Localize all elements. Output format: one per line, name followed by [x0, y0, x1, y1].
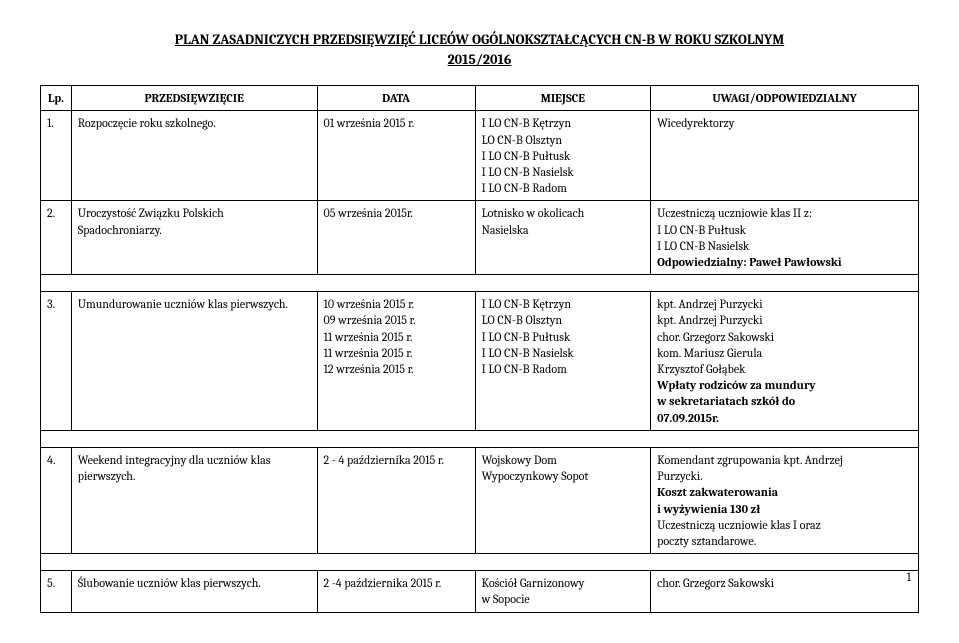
spacer-cell	[651, 554, 919, 571]
page-number: 1	[907, 570, 911, 584]
title-line-1: PLAN ZASADNICZYCH PRZEDSIĘWZIĘĆ LICEÓW O…	[175, 31, 784, 48]
table-body: 1.Rozpoczęcie roku szkolnego.01 września…	[41, 111, 919, 612]
cell-data: 2 -4 października 2015 r.	[317, 571, 475, 612]
cell-lp: 2.	[41, 201, 72, 275]
cell-lp: 1.	[41, 111, 72, 201]
cell-miejsce: I LO CN-B KętrzynLO CN-B OlsztynI LO CN-…	[475, 292, 651, 431]
cell-miejsce: I LO CN-B KętrzynLO CN-B OlsztynI LO CN-…	[475, 111, 651, 201]
col-data: DATA	[317, 86, 475, 111]
cell-uwagi: kpt. Andrzej Purzyckikpt. Andrzej Purzyc…	[651, 292, 919, 431]
table-spacer-row	[41, 275, 919, 292]
cell-miejsce: Kościół Garnizonowyw Sopocie	[475, 571, 651, 612]
spacer-cell	[71, 275, 317, 292]
cell-przedsiewziecie: Umundurowanie uczniów klas pierwszych.	[71, 292, 317, 431]
spacer-cell	[475, 430, 651, 447]
spacer-cell	[475, 554, 651, 571]
cell-przedsiewziecie: Rozpoczęcie roku szkolnego.	[71, 111, 317, 201]
spacer-cell	[317, 430, 475, 447]
cell-data: 05 września 2015r.	[317, 201, 475, 275]
spacer-cell	[41, 275, 72, 292]
table-row: 1.Rozpoczęcie roku szkolnego.01 września…	[41, 111, 919, 201]
table-row: 3.Umundurowanie uczniów klas pierwszych.…	[41, 292, 919, 431]
table-row: 4.Weekend integracyjny dla uczniów klasp…	[41, 447, 919, 553]
cell-uwagi: Komendant zgrupowania kpt. AndrzejPurzyc…	[651, 447, 919, 553]
cell-lp: 3.	[41, 292, 72, 431]
table-row: 2.Uroczystość Związku Polskich Spadochro…	[41, 201, 919, 275]
spacer-cell	[71, 554, 317, 571]
col-miejsce: MIEJSCE	[475, 86, 651, 111]
col-przed: PRZEDSIĘWZIĘCIE	[71, 86, 317, 111]
col-lp: Lp.	[41, 86, 72, 111]
table-spacer-row	[41, 430, 919, 447]
cell-uwagi: Wicedyrektorzy	[651, 111, 919, 201]
spacer-cell	[71, 430, 317, 447]
cell-data: 10 września 2015 r.09 września 2015 r.11…	[317, 292, 475, 431]
page-title: PLAN ZASADNICZYCH PRZEDSIĘWZIĘĆ LICEÓW O…	[40, 30, 919, 69]
cell-lp: 4.	[41, 447, 72, 553]
cell-uwagi: chor. Grzegorz Sakowski	[651, 571, 919, 612]
spacer-cell	[651, 275, 919, 292]
spacer-cell	[41, 430, 72, 447]
col-uwagi: UWAGI/ODPOWIEDZIALNY	[651, 86, 919, 111]
cell-miejsce: Wojskowy DomWypoczynkowy Sopot	[475, 447, 651, 553]
table-spacer-row	[41, 554, 919, 571]
spacer-cell	[317, 275, 475, 292]
cell-data: 01 września 2015 r.	[317, 111, 475, 201]
cell-lp: 5.	[41, 571, 72, 612]
spacer-cell	[317, 554, 475, 571]
cell-przedsiewziecie: Weekend integracyjny dla uczniów klaspie…	[71, 447, 317, 553]
table-row: 5.Ślubowanie uczniów klas pierwszych.2 -…	[41, 571, 919, 612]
cell-przedsiewziecie: Uroczystość Związku Polskich Spadochroni…	[71, 201, 317, 275]
table-header-row: Lp. PRZEDSIĘWZIĘCIE DATA MIEJSCE UWAGI/O…	[41, 86, 919, 111]
plan-table: Lp. PRZEDSIĘWZIĘCIE DATA MIEJSCE UWAGI/O…	[40, 85, 919, 612]
cell-miejsce: Lotnisko w okolicachNasielska	[475, 201, 651, 275]
spacer-cell	[651, 430, 919, 447]
cell-uwagi: Uczestniczą uczniowie klas II z:I LO CN-…	[651, 201, 919, 275]
spacer-cell	[41, 554, 72, 571]
cell-data: 2 - 4 października 2015 r.	[317, 447, 475, 553]
spacer-cell	[475, 275, 651, 292]
title-line-2: 2015/2016	[448, 51, 512, 68]
cell-przedsiewziecie: Ślubowanie uczniów klas pierwszych.	[71, 571, 317, 612]
